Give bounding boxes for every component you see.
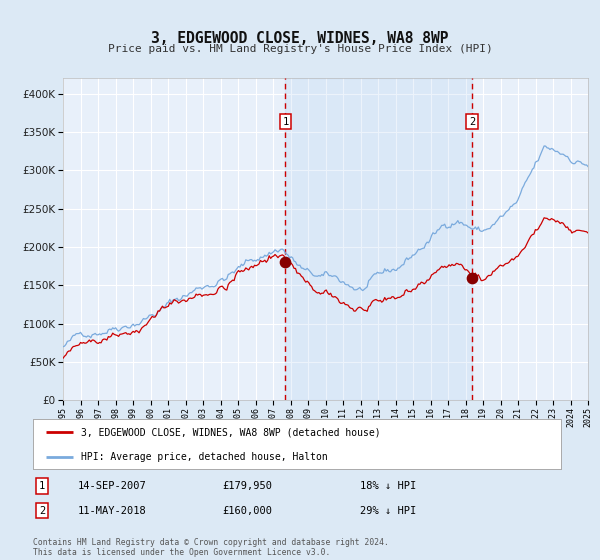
Text: 3, EDGEWOOD CLOSE, WIDNES, WA8 8WP (detached house): 3, EDGEWOOD CLOSE, WIDNES, WA8 8WP (deta… bbox=[80, 427, 380, 437]
Text: 29% ↓ HPI: 29% ↓ HPI bbox=[360, 506, 416, 516]
Text: 1: 1 bbox=[39, 481, 45, 491]
Text: £179,950: £179,950 bbox=[222, 481, 272, 491]
Text: 2: 2 bbox=[469, 117, 475, 127]
Text: Contains HM Land Registry data © Crown copyright and database right 2024.
This d: Contains HM Land Registry data © Crown c… bbox=[33, 538, 389, 557]
Text: HPI: Average price, detached house, Halton: HPI: Average price, detached house, Halt… bbox=[80, 452, 327, 461]
Text: 18% ↓ HPI: 18% ↓ HPI bbox=[360, 481, 416, 491]
Text: 3, EDGEWOOD CLOSE, WIDNES, WA8 8WP: 3, EDGEWOOD CLOSE, WIDNES, WA8 8WP bbox=[151, 31, 449, 46]
Point bbox=[467, 273, 477, 282]
Text: 14-SEP-2007: 14-SEP-2007 bbox=[78, 481, 147, 491]
Text: £160,000: £160,000 bbox=[222, 506, 272, 516]
Bar bbox=[286, 78, 472, 400]
Text: Price paid vs. HM Land Registry's House Price Index (HPI): Price paid vs. HM Land Registry's House … bbox=[107, 44, 493, 54]
Text: 1: 1 bbox=[283, 117, 289, 127]
Text: 2: 2 bbox=[39, 506, 45, 516]
Point bbox=[281, 258, 290, 267]
Text: 11-MAY-2018: 11-MAY-2018 bbox=[78, 506, 147, 516]
